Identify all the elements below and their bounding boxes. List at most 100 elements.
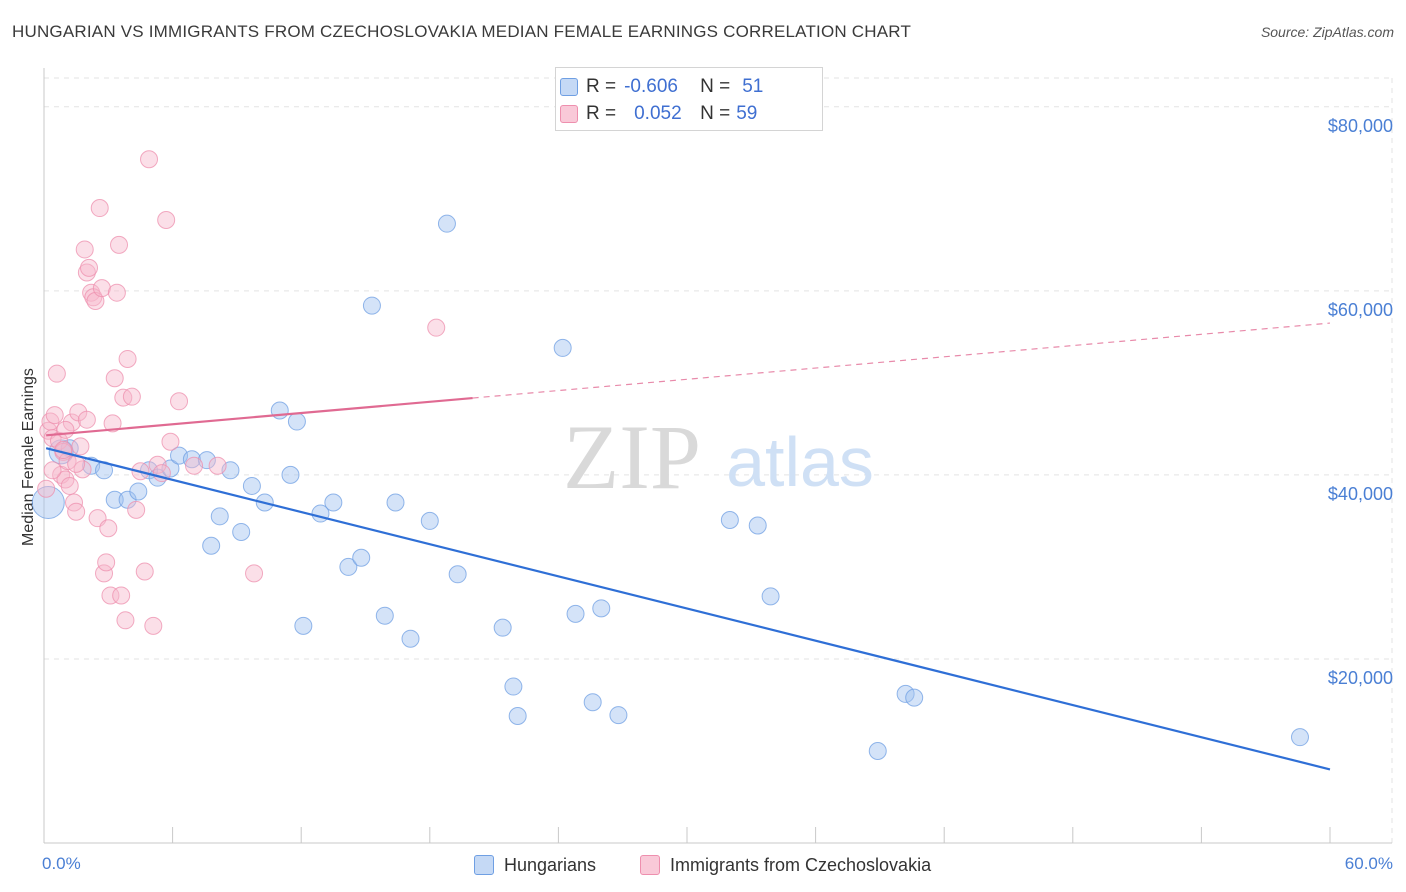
hungarian-point (448, 565, 467, 584)
bottom-legend-label: Hungarians (504, 854, 597, 875)
hungarian-point (339, 557, 358, 576)
czechoslovakia-point (56, 420, 75, 439)
czechoslovakia-point (90, 199, 109, 218)
legend-n-value: 51 (742, 76, 764, 97)
hungarian-point (105, 490, 124, 509)
hungarian-point (493, 618, 512, 637)
correlation-legend: R = -0.606 N = 51 R = 0.052 N = 59 (555, 67, 823, 131)
x-tick-label-min: 0.0% (42, 854, 81, 873)
trend-lines (45, 322, 1331, 771)
czechoslovakia-point (135, 562, 154, 581)
czechoslovakia-point (92, 279, 111, 298)
chart-title: HUNGARIAN VS IMMIGRANTS FROM CZECHOSLOVA… (12, 22, 912, 41)
czechoslovakia-point (43, 461, 62, 480)
czechoslovakia-point (71, 437, 90, 456)
czechoslovakia-point (97, 553, 116, 572)
hungarian-point (566, 604, 585, 623)
watermark-atlas: atlas (726, 423, 874, 501)
hungarian-point (386, 493, 405, 512)
hungarian-point (281, 465, 300, 484)
czechoslovakia-point (116, 611, 135, 630)
legend-r-value: 0.052 (634, 103, 682, 124)
czechoslovakia-trend-line (46, 396, 473, 437)
hungarian-point (592, 599, 611, 618)
hungarian-point (437, 214, 456, 233)
czechoslovakia-point (112, 586, 131, 605)
hungarian-point (242, 476, 261, 495)
watermark-zip: ZIP (563, 406, 701, 508)
hungarian-point (362, 296, 381, 315)
hungarian-point (905, 688, 924, 707)
czechoslovakia-point (47, 364, 66, 383)
czechoslovakia-point (62, 413, 81, 432)
czechoslovakia-point (170, 392, 189, 411)
y-tick-label: $40,000 (1328, 484, 1393, 504)
hungarian-point (1290, 728, 1309, 747)
grid-lines (44, 77, 1393, 843)
hungarian-point (324, 493, 343, 512)
legend-r-label: R = (586, 76, 617, 97)
czechoslovakia-point (427, 318, 446, 337)
hungarian-point (896, 684, 915, 703)
czechoslovakia-point (103, 414, 122, 433)
legend-swatch-czechoslovakia (560, 105, 578, 123)
czechoslovakia-point (50, 431, 69, 450)
czechoslovakia-point (245, 564, 264, 583)
legend-n-label: N = (700, 76, 731, 97)
y-tick-label: $80,000 (1328, 116, 1393, 136)
czechoslovakia-point (144, 616, 163, 635)
czechoslovakia-point (60, 476, 79, 495)
hungarian-point (868, 741, 887, 760)
hungarian-point (401, 629, 420, 648)
hungarian-point (182, 450, 201, 469)
hungarian-point (232, 522, 251, 541)
y-tick-label: $20,000 (1328, 668, 1393, 688)
hungarian-point (294, 616, 313, 635)
czechoslovakia-point (122, 387, 141, 406)
hungarian-point (748, 516, 767, 535)
tick-labels: $20,000 $40,000 $60,000 $80,000 0.0% 60.0% (42, 116, 1393, 873)
czechoslovakia-point (140, 150, 159, 169)
czechoslovakia-point (161, 432, 180, 451)
czechoslovakia-point (110, 235, 129, 254)
legend-row-hungarians: R = -0.606 N = 51 (560, 75, 764, 99)
czechoslovakia-point (101, 586, 120, 605)
bottom-legend-czechoslovakia[interactable]: Immigrants from Czechoslovakia (640, 853, 931, 877)
bottom-legend-label: Immigrants from Czechoslovakia (670, 854, 932, 875)
hungarian-point (202, 536, 221, 555)
czechoslovakia-point (99, 519, 118, 538)
hungarian-point (553, 338, 572, 357)
czechoslovakia-point (127, 500, 146, 519)
czechoslovakia-trend-line-extension (472, 322, 1331, 399)
czechoslovakia-point (77, 410, 96, 429)
czechoslovakia-point (105, 369, 124, 388)
hungarian-point (720, 510, 739, 529)
czechoslovakia-point (208, 456, 227, 475)
bottom-legend-hungarians[interactable]: Hungarians (474, 853, 596, 877)
czechoslovakia-point (148, 455, 167, 474)
czechoslovakia-point (77, 263, 96, 282)
czechoslovakia-point (107, 283, 126, 302)
czechoslovakia-point (67, 502, 86, 521)
hungarian-point (352, 548, 371, 567)
hungarian-point (287, 412, 306, 431)
hungarian-trend-line (45, 447, 1331, 771)
source-label: Source: ZipAtlas.com (1260, 24, 1394, 40)
hungarian-point (210, 507, 229, 526)
data-points (31, 150, 1309, 760)
czechoslovakia-point (37, 479, 56, 498)
legend-swatch-hungarians (560, 78, 578, 96)
czechoslovakia-point (95, 564, 114, 583)
hungarian-point (420, 511, 439, 530)
bottom-legend-swatch (474, 855, 494, 875)
x-tick-label-max: 60.0% (1345, 854, 1393, 873)
czechoslovakia-point (80, 258, 99, 277)
hungarian-point (129, 482, 148, 501)
hungarian-point (508, 707, 527, 726)
hungarian-point (583, 693, 602, 712)
czechoslovakia-point (75, 240, 94, 259)
czechoslovakia-point (45, 406, 64, 425)
czechoslovakia-point (82, 283, 101, 302)
hungarian-point (504, 677, 523, 696)
